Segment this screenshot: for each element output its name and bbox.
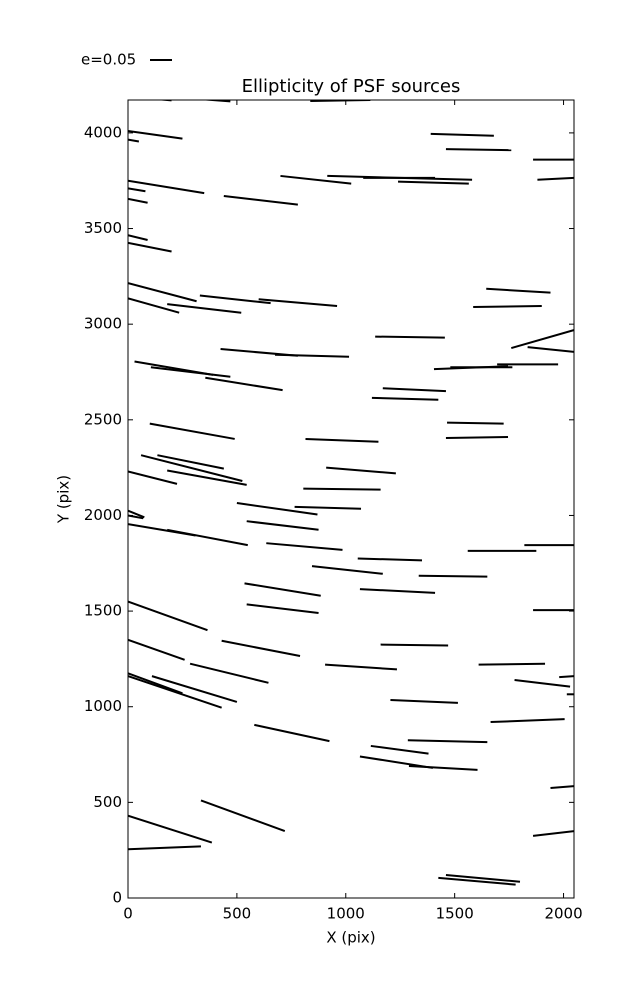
whisker: [408, 765, 478, 771]
whisker: [205, 376, 283, 392]
whisker: [430, 132, 494, 137]
whisker: [167, 469, 247, 486]
whisker: [514, 678, 571, 688]
whisker: [189, 662, 269, 684]
whisker: [128, 234, 148, 241]
whisker: [128, 814, 213, 844]
y-tick-label: 2500: [84, 410, 122, 428]
whisker: [236, 502, 318, 516]
y-tick-label: 1500: [84, 602, 122, 620]
whisker: [200, 799, 286, 832]
whisker: [357, 557, 423, 562]
whisker: [151, 675, 238, 703]
y-tick-label: 3500: [84, 219, 122, 237]
whisker: [128, 470, 178, 485]
whisker: [128, 297, 180, 314]
whisker: [221, 639, 301, 658]
whisker: [128, 672, 183, 695]
whisker: [359, 588, 436, 594]
whisker: [418, 574, 488, 578]
whisker: [258, 298, 338, 307]
whisker: [246, 520, 319, 531]
whisker: [266, 542, 343, 551]
whisker: [380, 643, 449, 647]
whisker: [149, 422, 235, 440]
whisker: [486, 287, 551, 294]
y-tick-label: 500: [93, 793, 122, 811]
x-tick-label: 1000: [327, 905, 365, 923]
whisker: [128, 638, 185, 661]
y-tick-label: 1000: [84, 697, 122, 715]
whisker: [490, 718, 565, 724]
x-axis-label: X (pix): [326, 929, 375, 947]
whisker: [445, 874, 521, 883]
whisker: [305, 437, 379, 443]
whisker: [167, 303, 242, 314]
whisker: [128, 138, 140, 143]
whisker: [532, 830, 574, 837]
x-tick-label: 500: [223, 905, 252, 923]
whisker: [375, 335, 445, 339]
whisker: [128, 845, 201, 851]
segments: [128, 100, 574, 886]
whisker: [398, 180, 469, 185]
whisker: [371, 396, 439, 401]
whisker: [128, 187, 146, 193]
chart-title: Ellipticity of PSF sources: [242, 76, 461, 97]
whisker: [199, 294, 271, 305]
whisker: [438, 876, 516, 886]
whisker: [550, 785, 574, 790]
x-tick-label: 2000: [544, 905, 582, 923]
whisker: [370, 744, 429, 755]
whisker: [511, 328, 574, 350]
whisker: [128, 282, 197, 303]
whisker: [390, 699, 458, 704]
whisker: [325, 663, 398, 671]
whisker: [150, 366, 231, 378]
whisker: [445, 148, 512, 152]
whisker: [128, 509, 145, 519]
y-tick-label: 0: [112, 889, 122, 907]
whisker: [473, 305, 542, 308]
whisker: [382, 387, 446, 393]
legend-label: e=0.05: [81, 51, 136, 69]
y-tick-label: 2000: [84, 506, 122, 524]
whisker: [527, 346, 574, 353]
whisker: [128, 179, 205, 195]
x-tick-label: 1500: [436, 905, 474, 923]
whisker: [294, 505, 362, 510]
whisker: [445, 436, 509, 439]
whisker: [128, 675, 222, 709]
whisker: [254, 723, 330, 743]
whisker: [274, 353, 350, 358]
whisker: [280, 174, 352, 185]
whisker: [447, 421, 504, 425]
whisker: [128, 600, 208, 632]
whisker: [157, 454, 225, 470]
whisker: [128, 197, 148, 204]
whisker: [128, 129, 183, 140]
whisker: [478, 662, 546, 666]
whisker: [128, 241, 172, 253]
whisker: [246, 603, 319, 614]
whisker: [559, 675, 574, 679]
y-tick-label: 3000: [84, 315, 122, 333]
y-axis-label: Y (pix): [55, 475, 73, 524]
whisker: [537, 176, 574, 181]
y-tick-label: 4000: [84, 123, 122, 141]
whisker: [407, 739, 488, 744]
whisker: [244, 582, 321, 597]
x-tick-label: 0: [123, 905, 133, 923]
whisker: [303, 487, 381, 491]
plot-frame: [127, 99, 575, 899]
whisker: [311, 565, 383, 575]
whisker: [223, 195, 298, 206]
whisker: [167, 528, 248, 547]
whisker: [326, 466, 396, 475]
whisker: [140, 454, 243, 482]
